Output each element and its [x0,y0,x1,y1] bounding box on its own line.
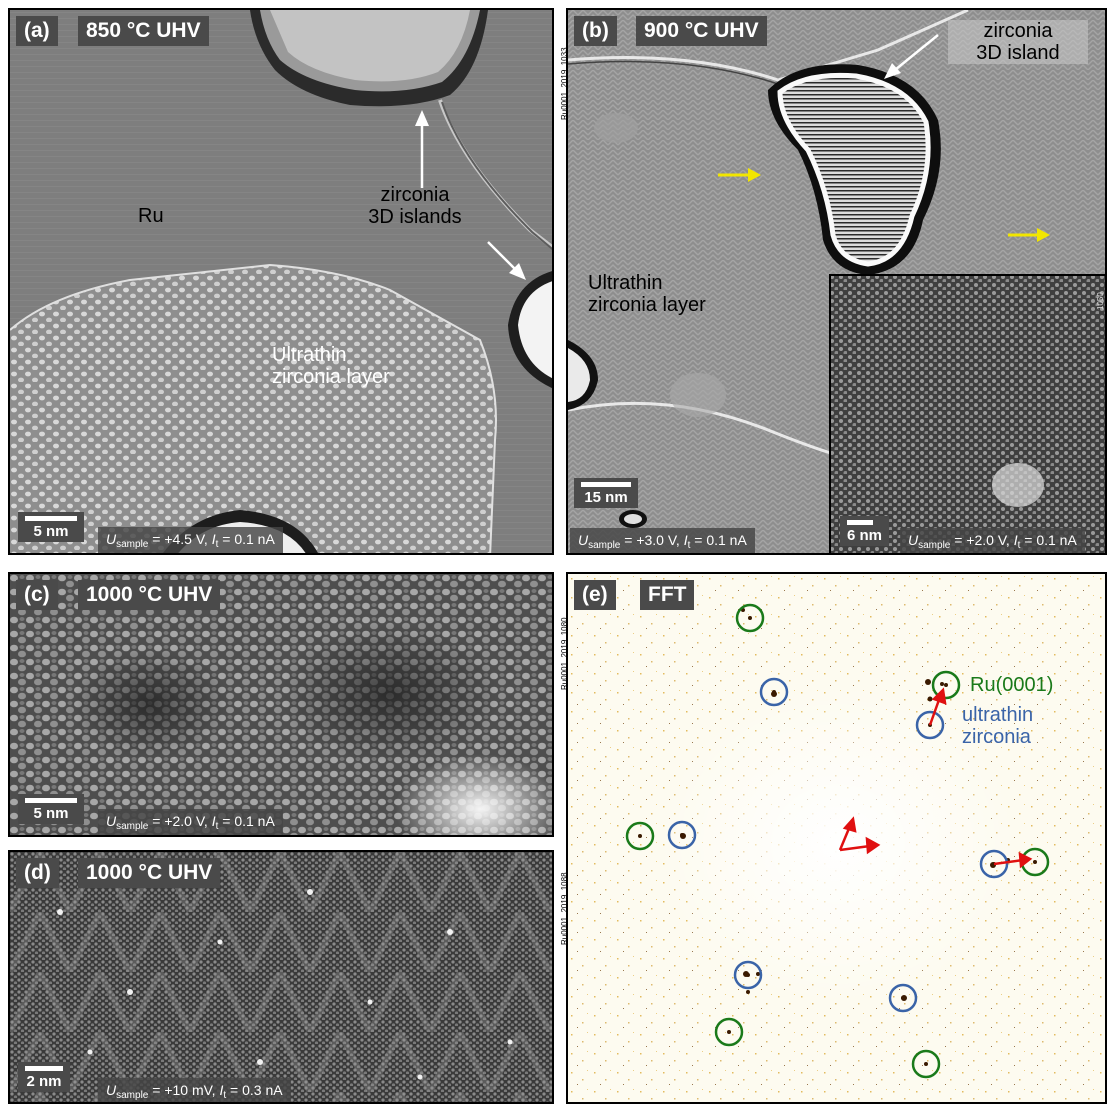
panel-d-label: (d) [16,858,59,888]
scale-bar-line [847,520,873,525]
scale-bar-line [25,1066,63,1071]
panel-a-label: (a) [16,16,58,46]
scale-bar-line [25,516,77,521]
panel-c-label: (c) [16,580,58,610]
panel-b-scale-text: 15 nm [584,489,628,506]
panel-b-inset-params: Usample = +2.0 V, It = 0.1 nA [900,528,1085,553]
panel-d-image [10,852,552,1102]
b-island-line1: zirconia [983,20,1053,42]
b-island-annotation: zirconia 3D island [948,20,1088,64]
panel-b-inset-scale-text: 6 nm [847,527,883,544]
legend-ru: Ru(0001) [970,674,1054,696]
inset-id: 1050 [1096,292,1105,310]
panel-a-condition: 850 °C UHV [78,16,209,46]
panel-d-condition: 1000 °C UHV [78,858,221,888]
panel-c-scalebar: 5 nm [18,794,84,824]
panel-b-label: (b) [574,16,617,46]
panel-a-params: Usample = +4.5 V, It = 0.1 nA [98,527,283,553]
panel-b-params: Usample = +3.0 V, It = 0.1 nA [570,528,755,553]
panel-b-scalebar: 15 nm [574,478,638,508]
panel-c-scale-text: 5 nm [33,805,69,822]
scale-bar-line [25,798,77,803]
panel-a-scalebar: 5 nm [18,512,84,542]
panel-c-image [10,574,552,835]
islands-annotation-line2: 3D islands [368,206,462,228]
ru-label: Ru [138,205,164,227]
panel-d-scale-text: 2 nm [26,1073,62,1090]
legend-zirconia-line2: zirconia [962,726,1031,748]
panel-d: (d) 1000 °C UHV 2 nm Usample = +10 mV, I… [8,850,554,1104]
panel-a-image [10,10,552,553]
islands-annotation-line1: zirconia [380,184,450,206]
panel-e-label: (e) [574,580,616,610]
b-layer-annotation: Ultrathin zirconia layer [588,272,706,316]
panel-e-condition: FFT [640,580,695,610]
panel-d-params: Usample = +10 mV, It = 0.3 nA [98,1078,291,1102]
panel-c: (c) 1000 °C UHV 5 nm Usample = +2.0 V, I… [8,572,554,837]
legend-zirconia-line1: ultrathin [962,704,1034,726]
panel-c-condition: 1000 °C UHV [78,580,221,610]
panel-b-condition: 900 °C UHV [636,16,767,46]
panel-d-scalebar: 2 nm [18,1062,70,1092]
panel-c-params: Usample = +2.0 V, It = 0.1 nA [98,809,283,835]
scale-bar-line [581,482,631,487]
b-island-line2: 3D island [976,42,1060,64]
panel-a: (a) 850 °C UHV Ru zirconia 3D islands Ul… [8,8,554,555]
panel-e: (e) FFT Ru(0001) ultrathin zirconia [566,572,1107,1104]
legend-zirconia: ultrathin zirconia [962,704,1033,748]
panel-e-image [568,574,1105,1102]
panel-b-image [568,10,1105,553]
b-layer-line2: zirconia layer [588,294,706,316]
b-layer-line1: Ultrathin [588,272,663,294]
layer-annotation-line1: Ultrathin [272,344,347,366]
panel-b-inset-scalebar: 6 nm [840,516,890,546]
panel-b: (b) 900 °C UHV zirconia 3D island Ultrat… [566,8,1107,555]
layer-annotation: Ultrathin zirconia layer [272,344,390,388]
layer-annotation-line2: zirconia layer [272,366,390,388]
islands-annotation: zirconia 3D islands [350,184,480,228]
panel-a-scale-text: 5 nm [33,523,69,540]
